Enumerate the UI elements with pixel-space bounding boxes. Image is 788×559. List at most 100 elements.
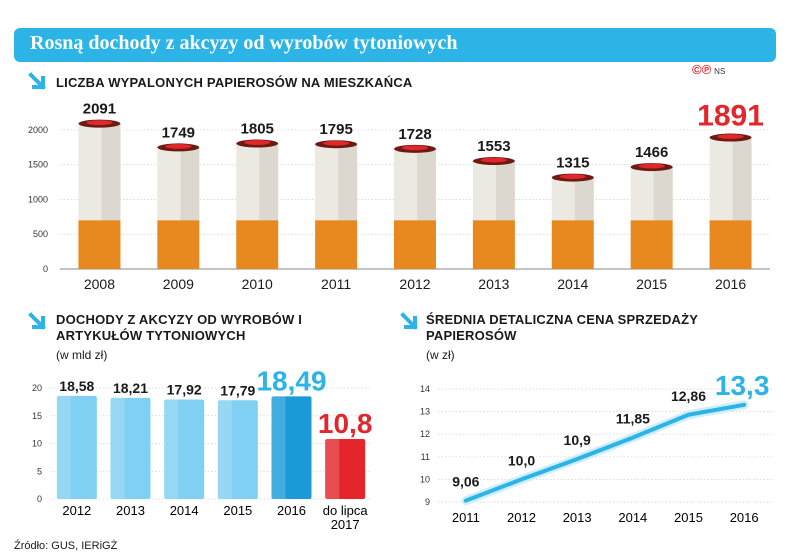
chart2-title: Dochody z akcyzy od wyrobów i artykułów …	[56, 312, 303, 343]
x-tick-label: 2008	[84, 276, 115, 292]
x-tick-label: 2016	[277, 503, 306, 518]
chart2-unit: (w mld zł)	[56, 348, 108, 362]
bar	[325, 439, 366, 499]
cigarettes-chart: 0 500 1000 1500 2000 2091 2008 1749 2009 1805 2010…	[28, 100, 770, 292]
cigarette-ember	[244, 140, 271, 145]
cigarette-filter	[630, 220, 673, 269]
data-label: 1728	[398, 126, 431, 143]
bar-shine	[325, 439, 340, 499]
cigarette-filter	[236, 220, 279, 269]
cigarette-shade	[338, 144, 358, 221]
title-banner: Rosną dochody z akcyzy od wyrobów tytoni…	[14, 28, 776, 62]
bar-shine	[110, 397, 125, 499]
bar-shine	[217, 400, 232, 499]
data-label: 17,92	[167, 382, 202, 398]
cigarette-ember	[401, 145, 429, 151]
y-tick-label: 12	[420, 429, 430, 439]
data-label: 18,21	[113, 380, 148, 396]
y-tick-label: 11	[421, 452, 430, 462]
x-tick-label: 2015	[636, 276, 667, 292]
chart3-unit: (w zł)	[426, 348, 455, 362]
x-tick-label: 2011	[452, 510, 480, 525]
data-label: 1805	[241, 121, 274, 138]
cigarette-shade	[732, 137, 752, 221]
x-tick-label: 2016	[715, 276, 746, 292]
cigarette-shade	[574, 177, 594, 221]
x-tick-label: 2013	[563, 510, 592, 525]
arrow-down-right-icon	[28, 312, 46, 330]
data-label: 11,85	[616, 411, 650, 427]
bar	[271, 396, 312, 499]
page-title: Rosną dochody z akcyzy od wyrobów tytoni…	[30, 32, 458, 54]
bar	[56, 395, 97, 499]
cigarette-filter	[394, 220, 436, 269]
source-note: Źródło: GUS, IERiGŻ	[14, 540, 118, 552]
bar-shine	[56, 395, 71, 499]
y-tick-label: 15	[32, 411, 42, 421]
cigarette-ember	[165, 144, 192, 149]
cigarette-shade	[653, 167, 673, 221]
chart3-title: Średnia detaliczna cena sprzedaży papier…	[426, 312, 698, 343]
cigarette-ember	[322, 140, 350, 146]
x-tick-label: 2017	[331, 517, 360, 532]
y-tick-label: 5	[37, 466, 42, 476]
data-label: 12,86	[671, 388, 706, 404]
y-tick-label: 0	[37, 494, 42, 504]
credit-tag: NS	[714, 67, 726, 76]
data-label: 1891	[697, 100, 764, 133]
y-tick-label: 1000	[28, 194, 48, 204]
data-label: 10,9	[564, 432, 591, 448]
cigarette-shade	[259, 143, 279, 221]
bar	[110, 397, 151, 499]
excise-chart: 0 5 10 15 20 18,58 2012 18,21 2013 17,92 2014 17,79…	[32, 365, 373, 532]
data-label: 1553	[477, 138, 510, 155]
bar	[164, 399, 205, 499]
cigarette-ember	[86, 120, 113, 126]
x-tick-label: 2012	[62, 503, 91, 518]
cigarette-filter	[551, 220, 594, 269]
data-label: 9,06	[452, 474, 479, 490]
credit-mark: ©℗ NS	[692, 62, 725, 77]
bar-shine	[164, 399, 179, 499]
y-tick-label: 14	[420, 384, 430, 394]
x-tick-label: 2014	[557, 276, 588, 292]
data-label: 18,49	[256, 365, 326, 396]
cigarette-filter	[472, 220, 515, 269]
data-label: 1749	[162, 124, 195, 141]
data-label: 10,8	[318, 408, 373, 439]
cigarette-filter	[157, 220, 200, 269]
y-tick-label: 1500	[28, 160, 48, 170]
y-tick-label: 0	[43, 264, 48, 274]
x-tick-label: 2016	[730, 510, 759, 525]
x-tick-label: 2012	[507, 510, 536, 525]
data-label: 17,79	[220, 382, 255, 398]
price-chart: 9 10 11 12 13 14 9,06 2011 10,0 2012 10,9 2013 11,85…	[420, 370, 772, 525]
cigarette-ember	[638, 163, 665, 169]
arrow-down-right-icon	[400, 312, 418, 330]
cigarette-ember	[717, 134, 744, 139]
x-tick-label: 2013	[478, 276, 509, 292]
series-line	[463, 402, 747, 503]
y-tick-label: 13	[420, 407, 430, 417]
cigarette-ember	[559, 174, 586, 179]
cigarette-shade	[495, 161, 515, 221]
x-tick-label: 2015	[674, 510, 703, 525]
cigarette-filter	[78, 220, 121, 269]
arrow-down-right-icon	[28, 72, 46, 90]
data-label: 13,3	[715, 370, 770, 401]
y-tick-label: 500	[33, 229, 48, 239]
x-tick-label: 2014	[618, 510, 647, 525]
bar	[217, 400, 258, 499]
y-tick-label: 20	[32, 383, 42, 393]
y-tick-label: 2000	[28, 125, 48, 135]
y-tick-label: 9	[425, 497, 430, 507]
data-label: 1795	[319, 121, 352, 138]
cigarette-ember	[480, 157, 508, 163]
x-tick-label: 2009	[163, 276, 194, 292]
y-tick-label: 10	[420, 474, 430, 484]
credit-logo: ©℗	[692, 62, 712, 77]
cigarette-shade	[101, 123, 121, 221]
x-tick-label: do lipca	[323, 503, 369, 518]
data-label: 2091	[83, 101, 116, 118]
x-tick-label: 2011	[321, 276, 351, 292]
